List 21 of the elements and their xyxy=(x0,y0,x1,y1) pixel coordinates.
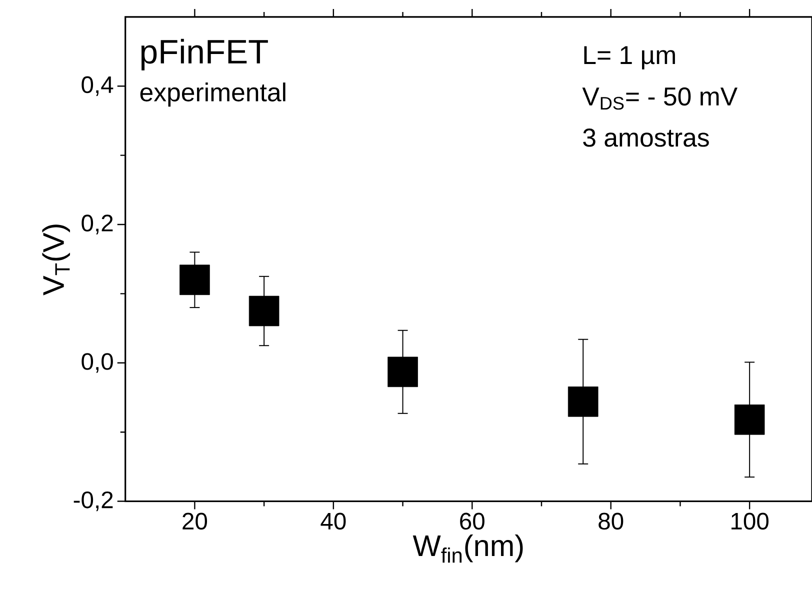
y-tick-label: 0,4 xyxy=(82,76,114,96)
annotation: 3 amostras xyxy=(583,128,709,147)
x-tick-label: 20 xyxy=(182,512,208,530)
y-tick-label: -0,2 xyxy=(74,491,113,512)
point xyxy=(568,386,598,417)
x-tick-label: 100 xyxy=(732,512,769,530)
point xyxy=(180,264,210,296)
x-axis-title: W$_{fin}$(nm) xyxy=(412,534,523,563)
annotation: L= 1 µm xyxy=(584,46,675,70)
x-tick-label: 60 xyxy=(460,512,484,530)
y-tick-label: 0,0 xyxy=(82,353,113,373)
point xyxy=(388,356,418,388)
y-tick-label: 0,2 xyxy=(82,214,113,234)
point xyxy=(248,296,280,326)
x-tick-label: 80 xyxy=(598,512,624,530)
y-axis-title: V$_{T}$(V) xyxy=(42,224,70,296)
x-tick-label: 40 xyxy=(320,512,346,530)
annotation: V$_{DS}$= - 50 mV xyxy=(582,87,738,110)
annotation: experimental xyxy=(140,82,286,107)
annotation: pFinFET xyxy=(141,38,268,70)
point xyxy=(734,404,765,435)
